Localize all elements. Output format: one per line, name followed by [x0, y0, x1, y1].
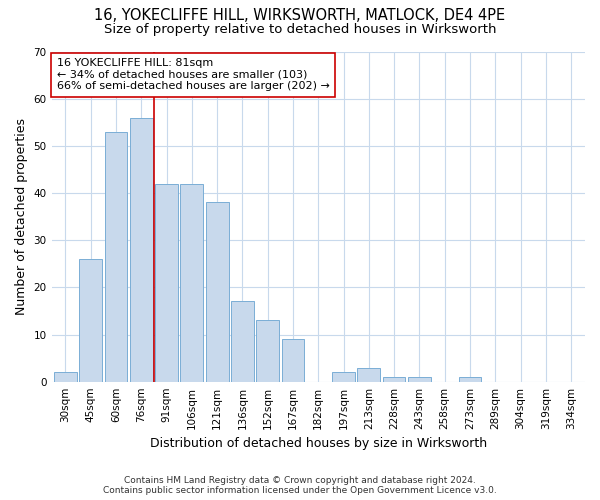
Bar [358, 368, 380, 382]
Bar [155, 184, 178, 382]
Text: Size of property relative to detached houses in Wirksworth: Size of property relative to detached ho… [104, 22, 496, 36]
Y-axis label: Number of detached properties: Number of detached properties [15, 118, 28, 315]
X-axis label: Distribution of detached houses by size in Wirksworth: Distribution of detached houses by size … [150, 437, 487, 450]
Bar [130, 118, 152, 382]
Bar [206, 202, 229, 382]
Bar [383, 377, 406, 382]
Text: 16 YOKECLIFFE HILL: 81sqm
← 34% of detached houses are smaller (103)
66% of semi: 16 YOKECLIFFE HILL: 81sqm ← 34% of detac… [57, 58, 330, 92]
Bar [104, 132, 127, 382]
Bar [231, 302, 254, 382]
Text: 16, YOKECLIFFE HILL, WIRKSWORTH, MATLOCK, DE4 4PE: 16, YOKECLIFFE HILL, WIRKSWORTH, MATLOCK… [94, 8, 506, 22]
Bar [281, 339, 304, 382]
Bar [181, 184, 203, 382]
Bar [79, 259, 102, 382]
Bar [458, 377, 481, 382]
Text: Contains HM Land Registry data © Crown copyright and database right 2024.
Contai: Contains HM Land Registry data © Crown c… [103, 476, 497, 495]
Bar [408, 377, 431, 382]
Bar [54, 372, 77, 382]
Bar [332, 372, 355, 382]
Bar [256, 320, 279, 382]
